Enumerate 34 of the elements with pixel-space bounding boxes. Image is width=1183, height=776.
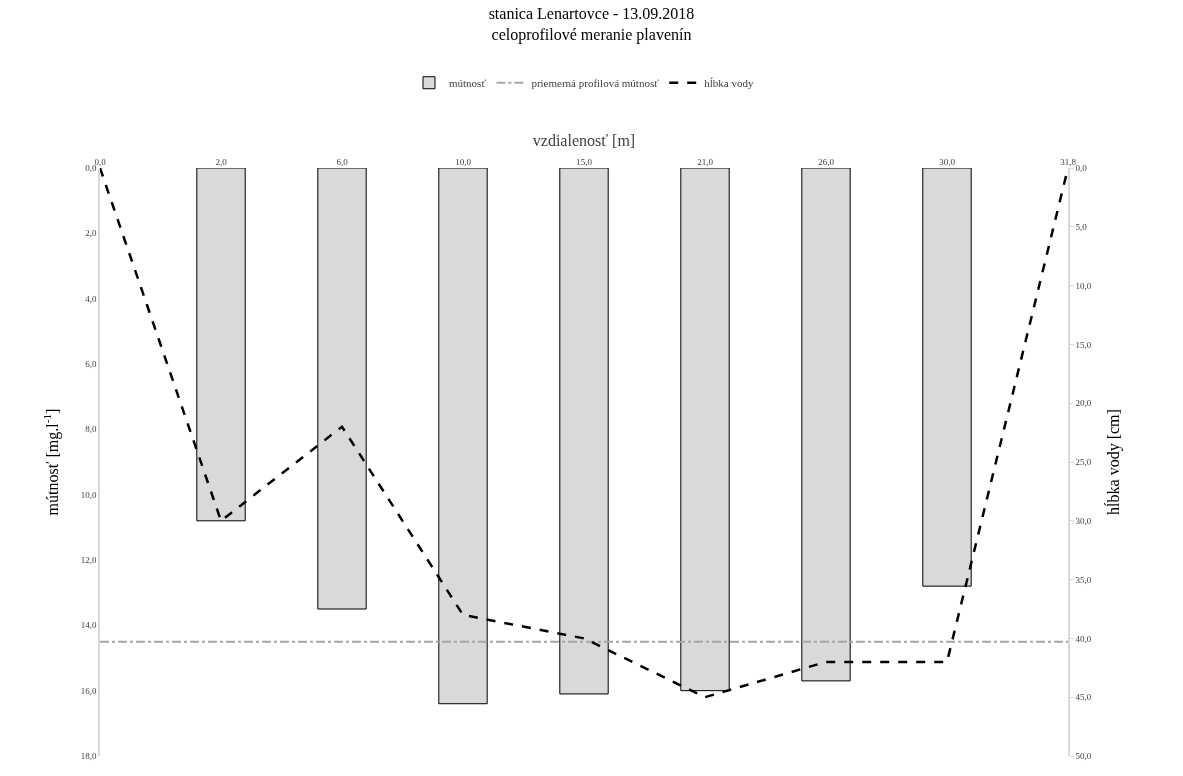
y-tick-label: 10,0: [80, 489, 97, 500]
y2-axis-title: hĺbka vody [cm]: [1103, 409, 1123, 515]
x-axis-title: vzdialenosť [m]: [532, 132, 636, 150]
y2-tick-label: 15,0: [1075, 339, 1092, 350]
x-tick-label: 6,0: [336, 157, 349, 168]
y2-tick-label: 50,0: [1075, 751, 1092, 762]
y-tick-label: 14,0: [80, 620, 97, 631]
chart-subtitle: celoprofilové meranie plavenín: [491, 26, 692, 45]
y2-tick-label: 10,0: [1075, 280, 1092, 291]
y2-tick-label: 45,0: [1075, 692, 1092, 703]
x-tick-label: 31,8: [1060, 157, 1077, 168]
y2-tick-label: 40,0: [1075, 633, 1092, 644]
y-tick-label: 16,0: [80, 685, 97, 696]
legend-label: hĺbka vody: [704, 77, 754, 90]
y2-tick-label: 25,0: [1075, 457, 1092, 468]
x-tick-label: 2,0: [215, 157, 228, 168]
y2-tick-label: 5,0: [1075, 221, 1088, 232]
legend-label: mútnosť: [449, 77, 487, 90]
y-tick-label: 18,0: [80, 751, 97, 762]
y-tick-label: 8,0: [85, 424, 97, 435]
y-tick-label: 12,0: [80, 555, 97, 566]
y2-tick-label: 30,0: [1075, 515, 1092, 526]
chart-title: stanica Lenartovce - 13.09.2018: [488, 5, 695, 23]
x-tick-label: 30,0: [939, 157, 956, 168]
y-tick-label: 4,0: [85, 293, 97, 304]
y2-tick-label: 35,0: [1075, 574, 1092, 585]
y2-tick-label: 20,0: [1075, 398, 1092, 409]
x-tick-label: 26,0: [818, 157, 835, 168]
y-tick-label: 6,0: [85, 359, 97, 370]
x-tick-label: 10,0: [455, 157, 472, 168]
x-tick-label: 21,0: [697, 157, 714, 168]
legend-label: priemerná profilová mútnosť: [531, 77, 660, 90]
y-tick-label: 2,0: [85, 228, 97, 239]
x-tick-label: 15,0: [576, 157, 593, 168]
